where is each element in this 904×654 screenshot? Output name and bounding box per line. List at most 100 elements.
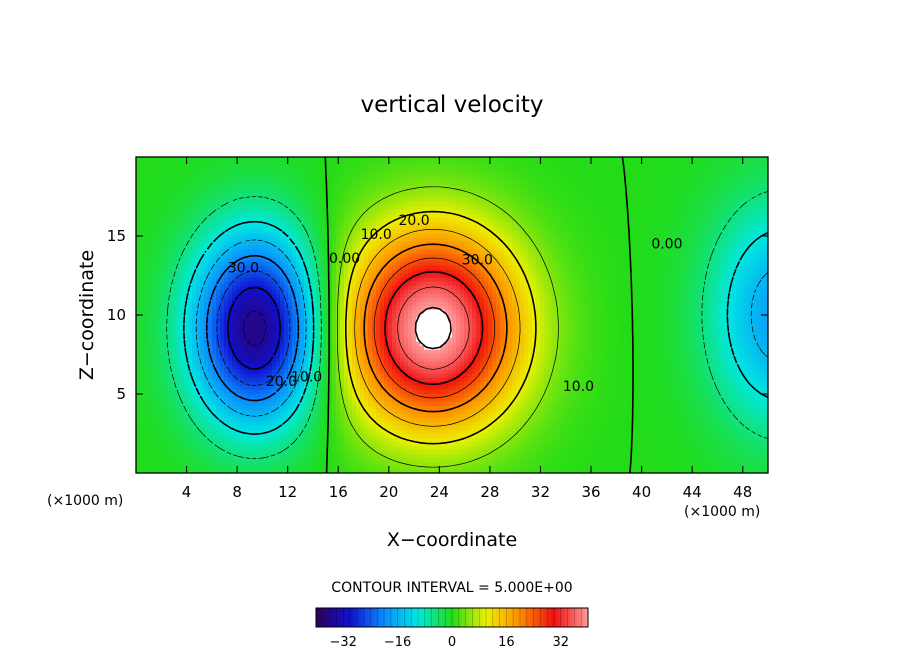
heatmap-cell (580, 405, 585, 410)
heatmap-cell (648, 385, 653, 390)
heatmap-cell (696, 349, 701, 354)
heatmap-cell (636, 365, 641, 370)
heatmap-cell (208, 461, 213, 466)
heatmap-cell (704, 389, 709, 394)
heatmap-cell (176, 417, 181, 422)
heatmap-cell (652, 385, 657, 390)
heatmap-cell (712, 449, 717, 454)
heatmap-cell (416, 385, 421, 390)
heatmap-cell (160, 421, 165, 426)
heatmap-cell (156, 425, 161, 430)
heatmap-cell (436, 401, 441, 406)
heatmap-cell (560, 365, 565, 370)
heatmap-cell (364, 365, 369, 370)
heatmap-cell (712, 441, 717, 446)
heatmap-cell (640, 357, 645, 362)
heatmap-cell (320, 441, 325, 446)
heatmap-cell (220, 433, 225, 438)
heatmap-cell (396, 385, 401, 390)
heatmap-cell (448, 457, 453, 462)
heatmap-cell (468, 457, 473, 462)
heatmap-cell (596, 413, 601, 418)
heatmap-cell (468, 397, 473, 402)
heatmap-cell (184, 457, 189, 462)
heatmap-cell (260, 381, 265, 386)
heatmap-cell (700, 369, 705, 374)
heatmap-cell (656, 409, 661, 414)
heatmap-cell (380, 377, 385, 382)
heatmap-cell (208, 457, 213, 462)
heatmap-cell (276, 345, 281, 350)
heatmap-cell (536, 397, 541, 402)
heatmap-cell (316, 381, 321, 386)
heatmap-cell (456, 469, 461, 473)
heatmap-cell (604, 397, 609, 402)
heatmap-cell (448, 421, 453, 426)
heatmap-cell (560, 425, 565, 430)
heatmap-cell (260, 437, 265, 442)
heatmap-cell (316, 421, 321, 426)
heatmap-cell (708, 445, 713, 450)
heatmap-cell (544, 441, 549, 446)
heatmap-cell (660, 437, 665, 442)
heatmap-cell (304, 361, 309, 366)
heatmap-cell (148, 349, 153, 354)
heatmap-cell (224, 425, 229, 430)
heatmap-cell (396, 461, 401, 466)
heatmap-cell (316, 393, 321, 398)
heatmap-cell (712, 433, 717, 438)
heatmap-cell (572, 445, 577, 450)
heatmap-cell (692, 409, 697, 414)
heatmap-cell (304, 457, 309, 462)
heatmap-cell (548, 397, 553, 402)
heatmap-cell (144, 457, 149, 462)
heatmap-cell (380, 401, 385, 406)
heatmap-cell (600, 373, 605, 378)
heatmap-cell (424, 417, 429, 422)
heatmap-cell (320, 417, 325, 422)
heatmap-cell (476, 365, 481, 370)
heatmap-cell (304, 357, 309, 362)
heatmap-cell (288, 469, 293, 473)
heatmap-cell (180, 469, 185, 473)
heatmap-cell (672, 445, 677, 450)
heatmap-cell (364, 469, 369, 473)
heatmap-cell (624, 445, 629, 450)
heatmap-cell (256, 361, 261, 366)
heatmap-cell (380, 417, 385, 422)
heatmap-cell (440, 453, 445, 458)
heatmap-cell (380, 449, 385, 454)
heatmap-cell (196, 401, 201, 406)
heatmap-cell (764, 433, 768, 438)
heatmap-cell (692, 465, 697, 470)
heatmap-cell (364, 385, 369, 390)
heatmap-cell (284, 345, 289, 350)
heatmap-cell (644, 449, 649, 454)
heatmap-cell (468, 441, 473, 446)
heatmap-cell (588, 433, 593, 438)
heatmap-cell (276, 385, 281, 390)
heatmap-cell (672, 377, 677, 382)
heatmap-cell (688, 421, 693, 426)
heatmap-cell (584, 469, 589, 473)
heatmap-cell (352, 437, 357, 442)
heatmap-cell (180, 433, 185, 438)
heatmap-cell (556, 365, 561, 370)
heatmap-cell (696, 377, 701, 382)
heatmap-cell (384, 401, 389, 406)
heatmap-cell (532, 373, 537, 378)
heatmap-cell (396, 349, 401, 354)
heatmap-cell (268, 385, 273, 390)
heatmap-cell (432, 433, 437, 438)
heatmap-cell (616, 469, 621, 473)
heatmap-cell (480, 397, 485, 402)
heatmap-cell (668, 397, 673, 402)
heatmap-cell (648, 449, 653, 454)
heatmap-cell (332, 421, 337, 426)
heatmap-cell (400, 429, 405, 434)
heatmap-cell (584, 433, 589, 438)
heatmap-cell (360, 345, 365, 350)
heatmap-cell (264, 365, 269, 370)
heatmap-cell (564, 437, 569, 442)
heatmap-cell (204, 445, 209, 450)
